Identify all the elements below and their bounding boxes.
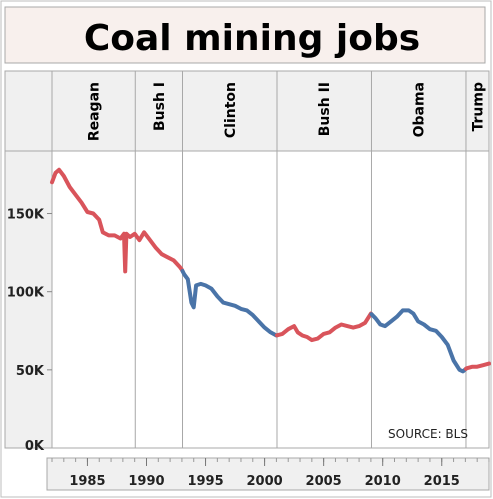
admin-header <box>4 70 490 152</box>
x-tick-label: 2015 <box>424 474 460 489</box>
admin-label: Reagan <box>87 82 103 141</box>
series-segment <box>133 230 185 273</box>
plot-frame <box>4 150 490 449</box>
y-tick-label: 50K <box>16 364 45 379</box>
series-segment <box>369 308 468 374</box>
admin-label: Clinton <box>223 82 239 138</box>
y-tick-label: 150K <box>7 208 45 223</box>
series-segment <box>180 269 279 338</box>
x-axis-panel <box>46 457 490 491</box>
series-segment <box>50 167 138 274</box>
y-axis-panel <box>4 150 53 449</box>
series-segment <box>464 361 491 371</box>
x-tick-label: 1985 <box>69 474 105 489</box>
admin-header-group: Reagan Bush I Clinton Bush II Obama Trump <box>51 71 486 151</box>
admin-label: Bush I <box>152 82 168 131</box>
source-note: SOURCE: BLS <box>388 427 468 441</box>
admin-label: Bush II <box>317 82 333 136</box>
chart-title: Coal mining jobs <box>84 18 420 59</box>
y-ticks: 0K 50K 100K 150K <box>7 208 52 454</box>
x-tick-label: 1990 <box>128 474 164 489</box>
admin-label: Trump <box>470 82 486 132</box>
x-tick-label: 2000 <box>247 474 283 489</box>
y-tick-label: 0K <box>25 439 45 454</box>
x-tick-label: 2005 <box>306 474 342 489</box>
x-tick-label: 1995 <box>187 474 223 489</box>
admin-label: Obama <box>412 82 428 137</box>
series-line <box>50 167 491 374</box>
x-ticks: 1985 1990 1995 2000 2005 2010 2015 <box>51 458 490 489</box>
x-tick-label: 2010 <box>365 474 401 489</box>
grid-group <box>134 151 467 448</box>
title-box <box>4 6 486 64</box>
series-segment <box>275 311 374 343</box>
y-tick-label: 100K <box>7 286 45 301</box>
